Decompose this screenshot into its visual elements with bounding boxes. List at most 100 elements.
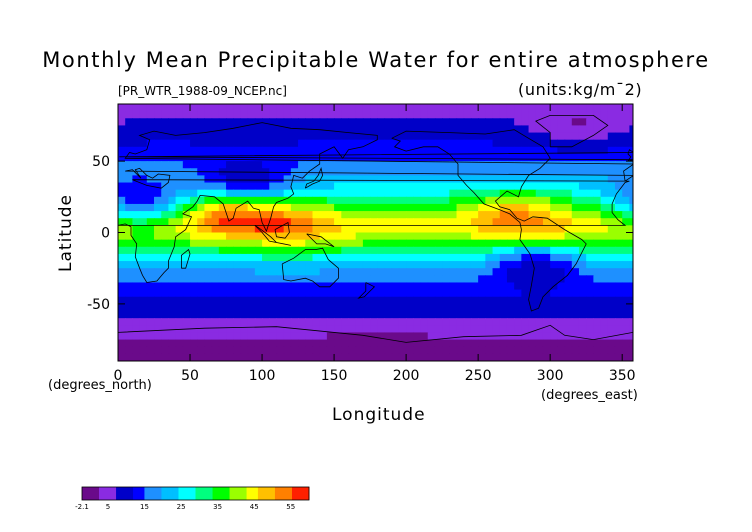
heatmap-cell xyxy=(226,211,234,219)
heatmap-cell xyxy=(211,282,220,291)
heatmap-cell xyxy=(269,104,278,112)
heatmap-cell xyxy=(499,111,508,119)
heatmap-cell xyxy=(312,211,321,219)
heatmap-cell xyxy=(586,275,594,284)
heatmap-cell xyxy=(377,203,386,212)
heatmap-cell xyxy=(384,182,393,191)
heatmap-cell xyxy=(262,139,270,148)
heatmap-cell xyxy=(449,296,458,305)
heatmap-cell xyxy=(254,161,263,169)
heatmap-cell xyxy=(283,296,292,305)
heatmap-cell xyxy=(254,118,263,127)
heatmap-cell xyxy=(398,196,407,205)
heatmap-cell xyxy=(571,139,580,148)
heatmap-cell xyxy=(629,282,633,291)
heatmap-cell xyxy=(521,118,530,127)
heatmap-cell xyxy=(197,139,206,148)
heatmap-cell xyxy=(384,146,393,155)
heatmap-cell xyxy=(607,211,616,219)
heatmap-cell xyxy=(434,118,443,127)
heatmap-cell xyxy=(319,275,328,284)
heatmap-cell xyxy=(622,296,630,305)
heatmap-cell xyxy=(449,225,458,234)
heatmap-cell xyxy=(506,268,515,276)
coast-madagascar xyxy=(180,248,191,269)
heatmap-cell xyxy=(622,289,630,298)
heatmap-cell xyxy=(211,211,220,219)
x-axis-label: Longitude xyxy=(332,405,426,425)
heatmap-cell xyxy=(434,153,443,162)
heatmap-cell xyxy=(406,111,414,119)
heatmap-cell xyxy=(355,289,364,298)
heatmap-cell xyxy=(290,232,299,241)
heatmap-cell xyxy=(427,225,436,234)
heatmap-cell xyxy=(139,139,148,148)
heatmap-cell xyxy=(406,246,414,255)
heatmap-cell xyxy=(593,203,602,212)
heatmap-cell xyxy=(406,311,414,319)
heatmap-cell xyxy=(485,232,494,241)
heatmap-cell xyxy=(118,275,126,284)
heatmap-cell xyxy=(442,346,450,355)
heatmap-cell xyxy=(161,253,170,262)
heatmap-cell xyxy=(226,261,234,269)
heatmap-cell xyxy=(175,153,184,162)
heatmap-cell xyxy=(449,246,458,255)
heatmap-cell xyxy=(420,325,429,334)
heatmap-cell xyxy=(528,318,537,326)
heatmap-cell xyxy=(535,104,544,112)
heatmap-cell xyxy=(276,111,285,119)
heatmap-cell xyxy=(521,346,530,355)
heatmap-cell xyxy=(542,303,551,312)
heatmap-cell xyxy=(146,111,155,119)
heatmap-cell xyxy=(341,168,350,176)
heatmap-cell xyxy=(535,153,544,162)
heatmap-cell xyxy=(485,225,494,234)
heatmap-cell xyxy=(600,168,609,176)
heatmap-field xyxy=(118,104,633,361)
heatmap-cell xyxy=(298,203,306,212)
heatmap-cell xyxy=(542,282,551,291)
heatmap-cell xyxy=(622,318,630,326)
heatmap-cell xyxy=(118,104,126,112)
heatmap-cell xyxy=(197,153,206,162)
heatmap-cell xyxy=(449,289,458,298)
heatmap-cell xyxy=(254,146,263,155)
heatmap-cell xyxy=(190,153,198,162)
heatmap-cell xyxy=(528,161,537,169)
heatmap-cell xyxy=(470,104,479,112)
heatmap-cell xyxy=(283,289,292,298)
heatmap-cell xyxy=(355,139,364,148)
heatmap-cell xyxy=(348,125,357,134)
heatmap-cell xyxy=(470,261,479,269)
heatmap-cell xyxy=(600,332,609,341)
heatmap-cell xyxy=(384,275,393,284)
heatmap-cell xyxy=(175,346,184,355)
heatmap-cell xyxy=(442,211,450,219)
heatmap-cell xyxy=(190,118,198,127)
heatmap-cell xyxy=(578,218,587,226)
heatmap-cell xyxy=(384,332,393,341)
heatmap-cell xyxy=(341,246,350,255)
heatmap-cell xyxy=(233,189,242,198)
heatmap-cell xyxy=(348,339,357,348)
heatmap-cell xyxy=(355,203,364,212)
heatmap-cell xyxy=(456,332,465,341)
heatmap-cell xyxy=(571,218,580,226)
heatmap-cell xyxy=(168,211,177,219)
heatmap-cell xyxy=(391,353,400,361)
heatmap-cell xyxy=(312,175,321,184)
heatmap-cell xyxy=(132,196,141,205)
colorbar-segment xyxy=(172,487,179,500)
heatmap-cell xyxy=(629,111,633,119)
colorbar-segment xyxy=(263,487,270,500)
heatmap-cell xyxy=(305,275,314,284)
heatmap-cell xyxy=(492,332,501,341)
heatmap-cell xyxy=(528,168,537,176)
heatmap-cell xyxy=(514,196,522,205)
heatmap-cell xyxy=(262,282,270,291)
heatmap-cell xyxy=(197,261,206,269)
heatmap-cell xyxy=(535,332,544,341)
heatmap-cell xyxy=(600,239,609,248)
heatmap-cell xyxy=(499,211,508,219)
